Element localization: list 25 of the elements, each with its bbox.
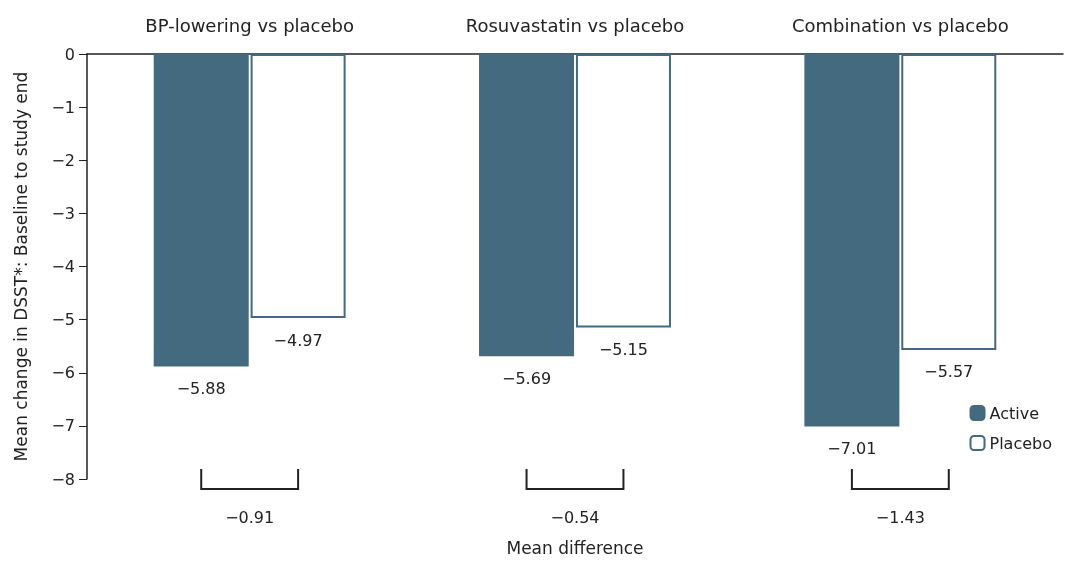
text: −0.54 [550, 507, 600, 527]
y-tick-label: −1 [51, 97, 75, 117]
y-tick-label: −2 [51, 150, 75, 170]
x-axis-title: Mean difference [506, 537, 644, 558]
x-tick-label: BP-lowering vs placebo [145, 14, 355, 36]
data-label: −5.88 [176, 378, 226, 398]
y-tick-label: −6 [51, 363, 75, 383]
y-tick-label: −3 [51, 203, 75, 223]
legend-label: Active [989, 403, 1040, 423]
data-label: −5.57 [924, 362, 974, 382]
y-tick-label: −5 [51, 310, 75, 330]
text: −1.43 [875, 507, 925, 527]
data-label: −5.69 [502, 368, 552, 388]
data-label: −4.97 [273, 330, 323, 350]
data-label: −5.15 [598, 340, 648, 360]
x-tick-label: Combination vs placebo [791, 14, 1009, 36]
y-tick-label: −4 [51, 257, 75, 276]
y-axis-title: Mean change in DSST*: Baseline to study end [10, 71, 31, 462]
legend-label: Placebo [989, 433, 1052, 453]
y-tick-label: −8 [51, 469, 75, 489]
text: −0.91 [225, 507, 275, 527]
y-tick-label: 0 [64, 44, 75, 64]
data-label: −7.01 [827, 438, 877, 458]
x-tick-label: Rosuvastatin vs placebo [465, 14, 685, 36]
y-tick-label: −7 [51, 416, 75, 436]
